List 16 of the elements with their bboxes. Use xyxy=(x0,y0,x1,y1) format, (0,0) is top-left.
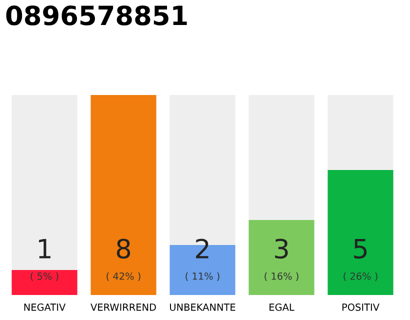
x-tick-label: VERWIRREND xyxy=(90,304,156,311)
annotation: ( 42% ) xyxy=(106,272,140,281)
annotation: ( 11% ) xyxy=(186,272,220,281)
data-label: 5 xyxy=(354,239,367,259)
bar xyxy=(12,270,78,295)
x-tick-label: UNBEKANNTE xyxy=(170,304,236,311)
x-tick-label: POSITIV xyxy=(342,304,380,311)
data-label: 3 xyxy=(275,238,288,259)
annotation: ( 16% ) xyxy=(264,272,298,281)
data-label: 8 xyxy=(116,238,130,259)
x-tick-label: EGAL xyxy=(270,304,294,311)
data-label: 1 xyxy=(39,239,50,258)
chart-title: 0896578851 xyxy=(6,5,187,26)
annotation: ( 5% ) xyxy=(30,272,58,281)
x-tick-label: NEGATIV xyxy=(24,304,66,311)
annotation: ( 26% ) xyxy=(344,272,378,281)
